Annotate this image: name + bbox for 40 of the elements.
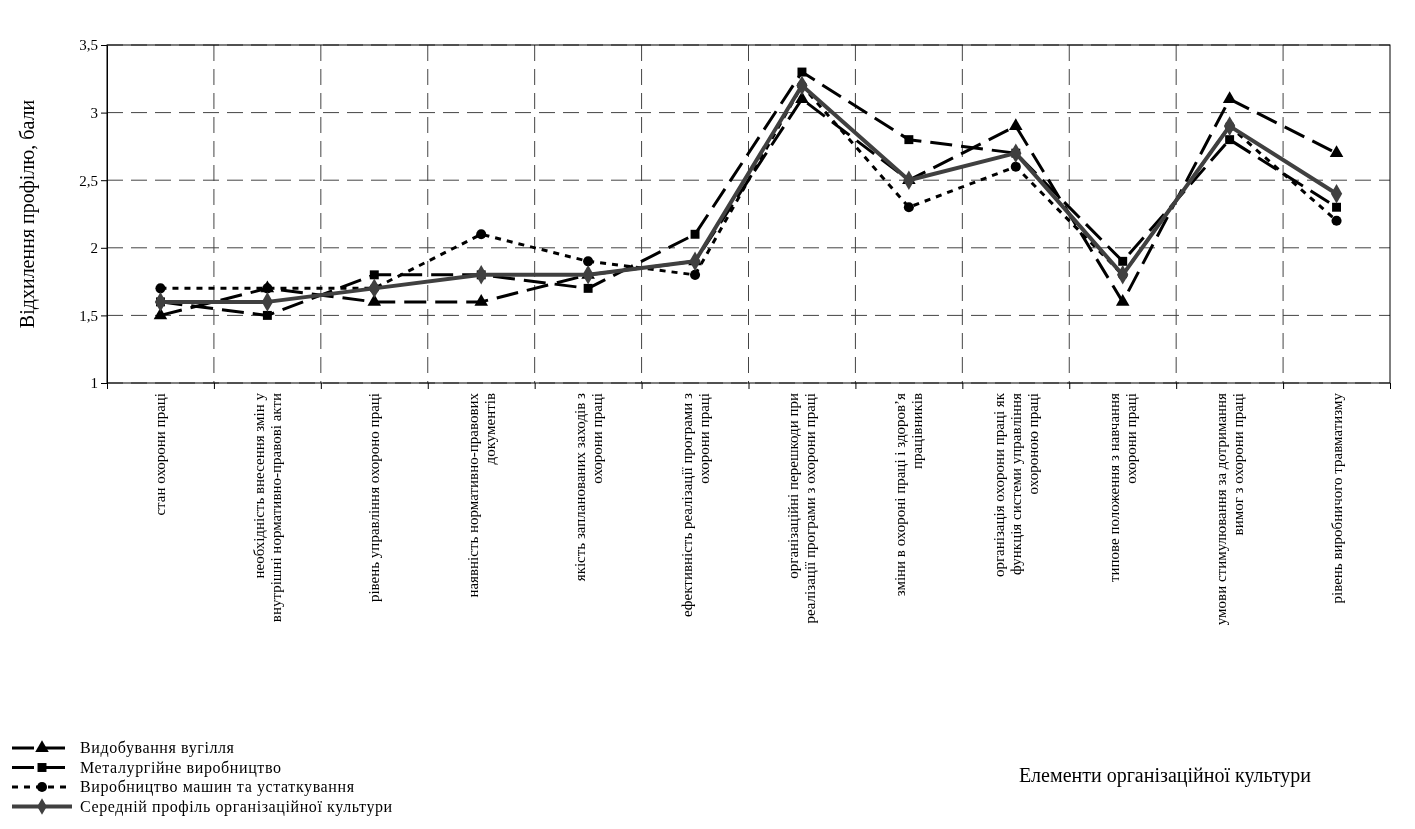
x-tick-label: зміни в охороні праці і здоров’я працівників — [892, 392, 926, 597]
point — [262, 310, 272, 320]
point — [797, 67, 807, 77]
point — [1118, 256, 1128, 266]
legend-label: Видобування вугілля — [80, 739, 235, 757]
y-tick-label: 2,5 — [79, 172, 98, 189]
legend-label: Металургійне виробництво — [80, 758, 282, 777]
point — [583, 256, 594, 267]
point — [690, 229, 700, 239]
point — [1329, 145, 1344, 158]
point — [476, 229, 487, 240]
point — [795, 91, 809, 103]
point — [155, 283, 166, 294]
y-tick-label: 3 — [90, 104, 98, 121]
point — [369, 270, 379, 280]
legend-label: Середній профіль організаційної культури — [80, 797, 393, 816]
point — [1332, 202, 1342, 212]
x-tick-label: стан охорони праці — [152, 393, 169, 516]
x-tick-label: рівень виробничого травматизму — [1328, 392, 1345, 604]
point — [1222, 91, 1237, 103]
point — [903, 202, 914, 213]
legend-label: Виробництво машин та устаткування — [80, 778, 355, 796]
text: Елементи організаційної культури — [1018, 764, 1312, 787]
point — [1225, 135, 1235, 145]
point — [690, 269, 701, 280]
x-tick-label: рівень управління охороно праці — [366, 393, 383, 603]
y-axis-title: Відхилення профілю, бали — [16, 99, 39, 329]
point — [1115, 294, 1130, 306]
x-tick-label: наявність нормативно-правових документів — [464, 392, 498, 598]
point — [1009, 118, 1023, 131]
point — [367, 294, 382, 306]
point — [1010, 161, 1021, 172]
y-tick-label: 3,5 — [79, 37, 98, 54]
y-tick-label: 1,5 — [79, 307, 98, 324]
point — [904, 135, 914, 145]
point — [1331, 215, 1342, 226]
y-tick-label: 1 — [90, 375, 98, 392]
y-tick-label: 2 — [90, 240, 98, 257]
point — [583, 283, 593, 293]
point — [474, 294, 488, 306]
